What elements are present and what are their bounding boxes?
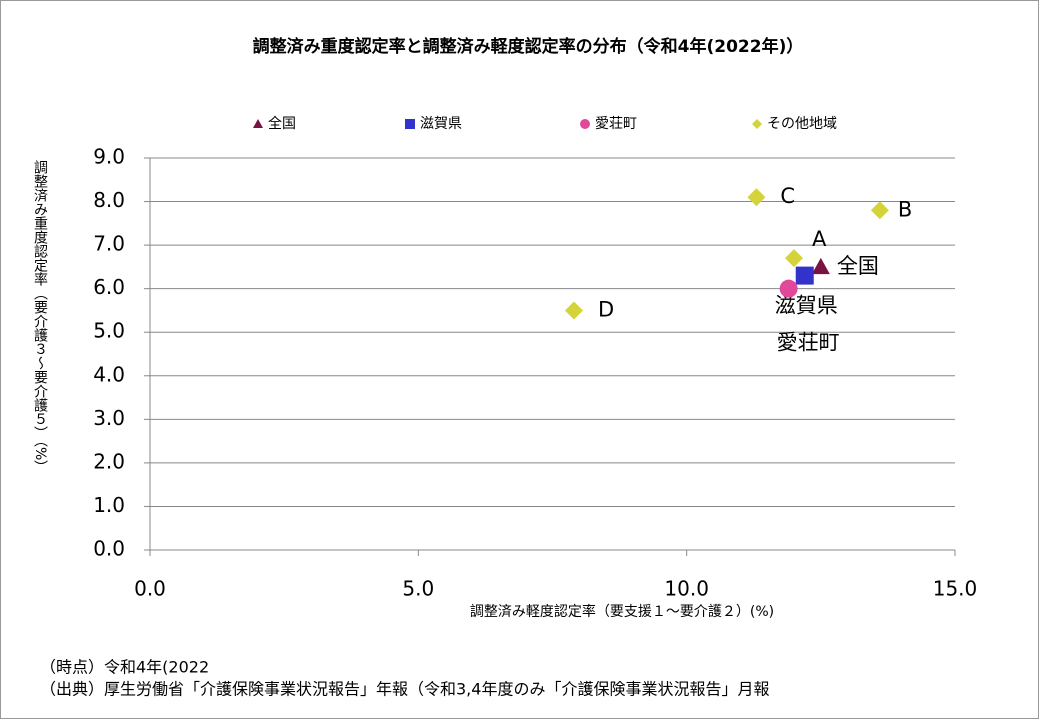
y-tick-label: 0.0 [93,537,125,561]
marker [564,301,583,320]
y-tick-label: 8.0 [93,188,125,212]
point-label: 全国 [837,254,879,278]
y-tick-label: 2.0 [93,449,125,473]
marker [811,257,830,275]
marker [795,266,814,285]
marker [752,119,762,129]
marker [580,119,590,129]
y-tick-label: 7.0 [93,232,125,256]
x-tick-label: 15.0 [933,577,978,601]
y-tick-label: 5.0 [93,319,125,343]
x-tick-label: 5.0 [402,577,434,601]
y-tick-label: 3.0 [93,406,125,430]
legend-label: 滋賀県 [420,116,462,132]
point-label: C [780,184,795,208]
point-label: A [812,227,827,251]
note: （時点）令和4年(2022 [40,658,209,677]
point-label: 愛荘町 [777,331,840,355]
point-label: 滋賀県 [775,294,838,318]
y-tick-label: 1.0 [93,493,125,517]
marker [253,119,263,128]
marker [405,119,415,129]
chart-title: 調整済み重度認定率と調整済み軽度認定率の分布（令和4年(2022年)） [253,36,804,57]
y-tick-label: 6.0 [93,275,125,299]
x-axis-label: 調整済み軽度認定率（要支援１～要介護２）(%) [470,603,774,620]
marker [779,279,798,298]
x-tick-label: 0.0 [134,577,166,601]
marker [870,201,889,220]
legend-label: その他地域 [767,116,837,132]
point-label: D [598,297,614,321]
legend-label: 全国 [268,115,296,132]
x-tick-label: 10.0 [664,577,709,601]
y-tick-label: 9.0 [93,145,125,169]
y-axis-label: 調整済み重度認定率（要介護３～要介護５）（%） [32,160,48,474]
note: （出典）厚生労働省「介護保険事業状況報告」年報（令和3,4年度のみ「介護保険事業… [40,680,769,699]
point-label: B [898,197,912,221]
y-tick-label: 4.0 [93,362,125,386]
marker [785,249,803,268]
legend-label: 愛荘町 [595,116,637,132]
marker [747,188,766,207]
